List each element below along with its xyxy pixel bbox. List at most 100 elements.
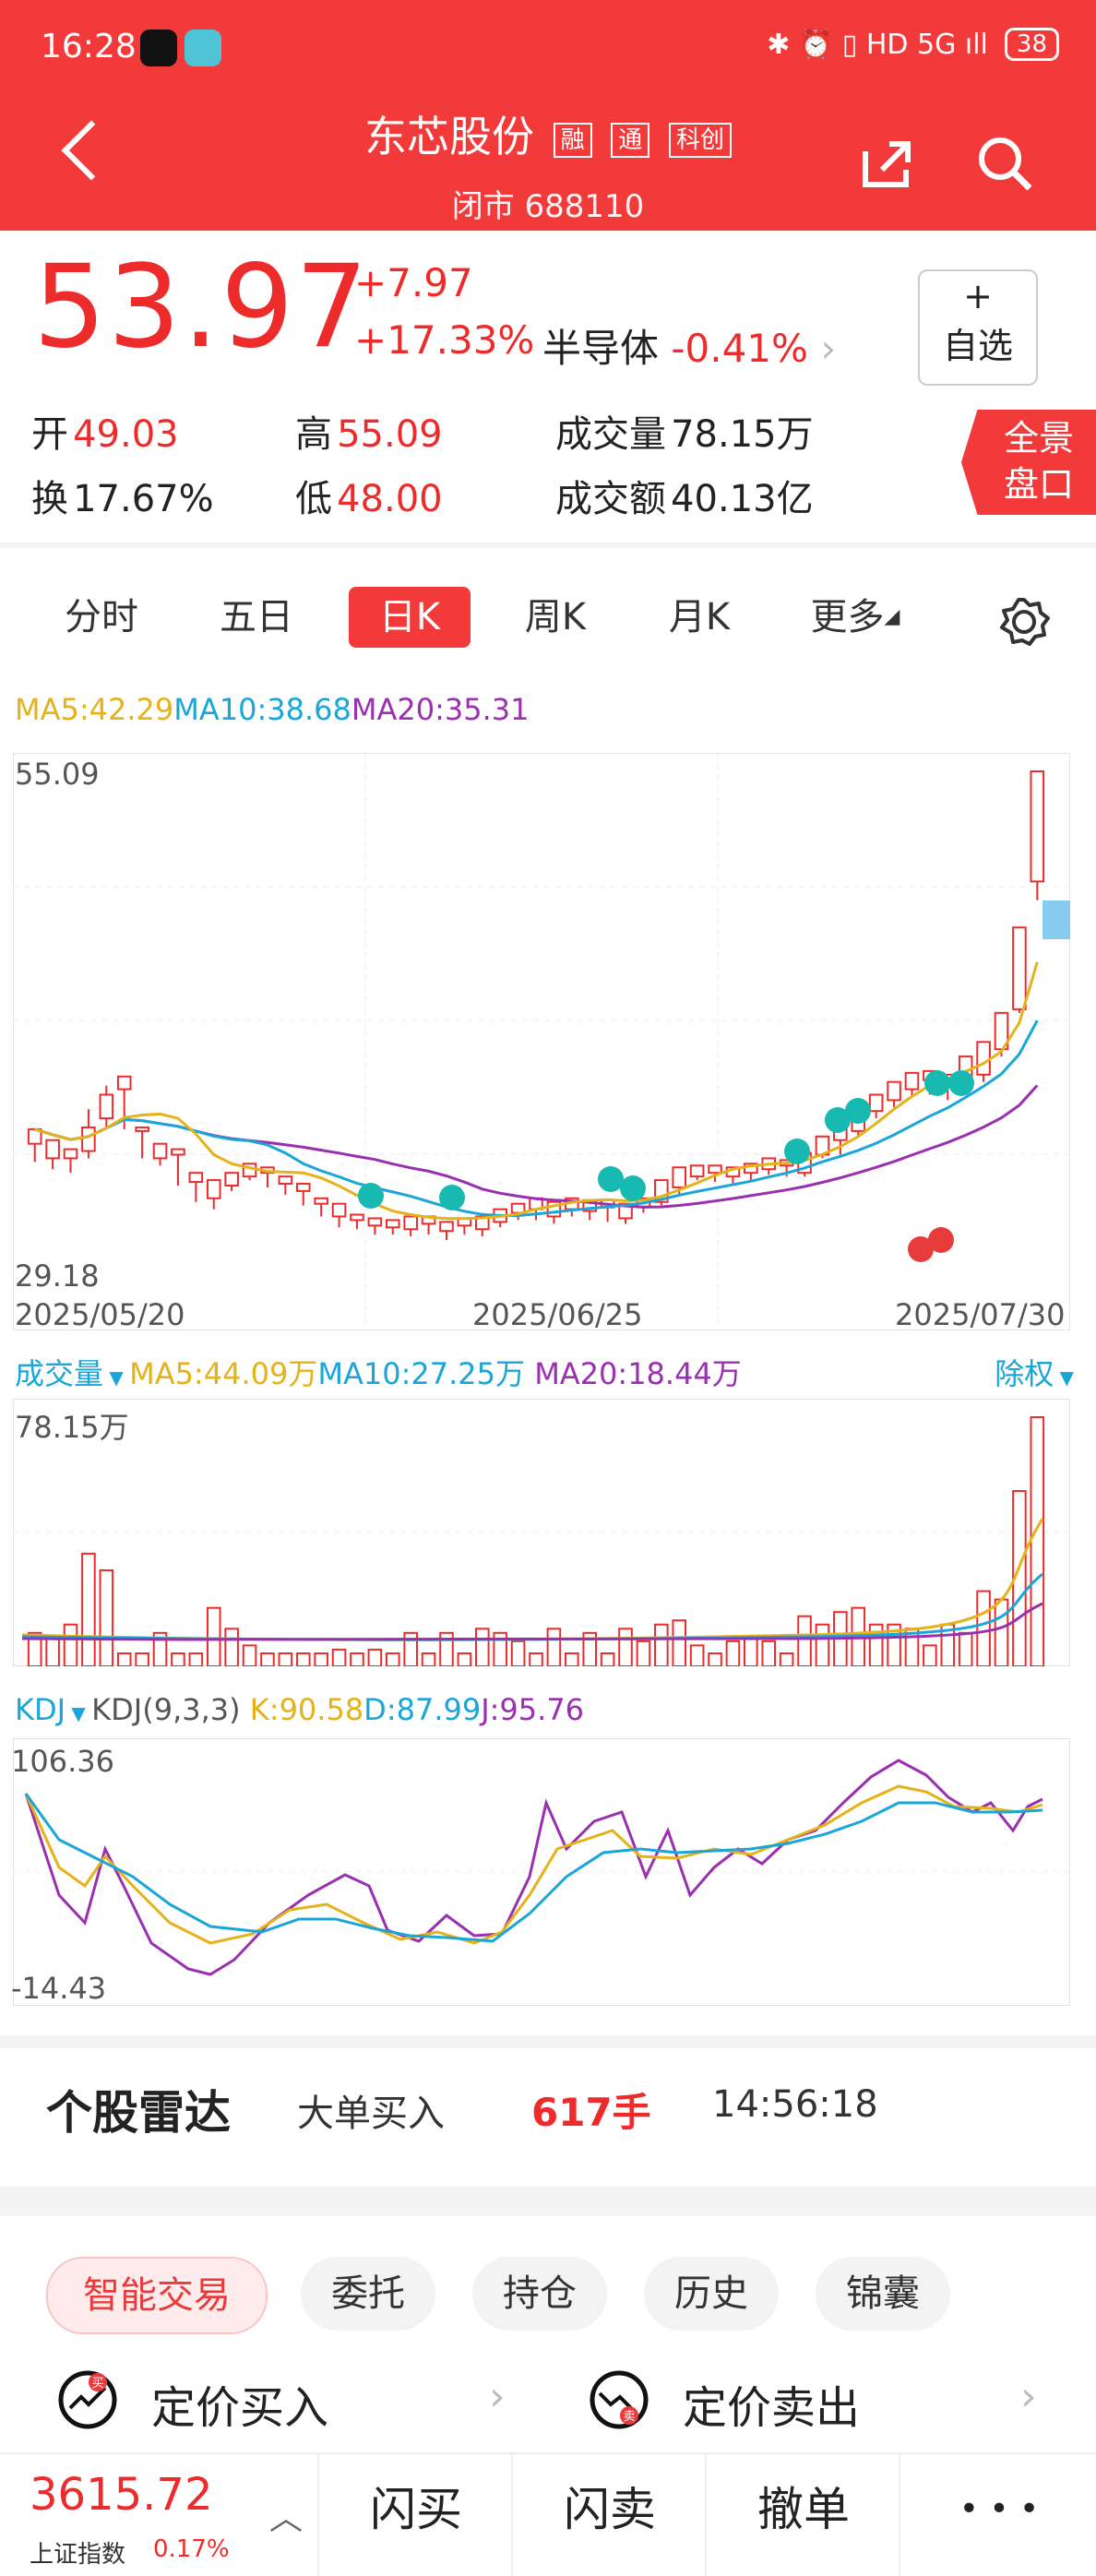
candle-body (689, 1164, 705, 1178)
candle-body (224, 1172, 239, 1187)
current-price: 53.97 (33, 241, 370, 374)
candle-body (99, 1093, 114, 1120)
ma20-line (34, 1084, 1039, 1209)
cancel-order-button[interactable]: 撤单 (705, 2454, 900, 2576)
candle-body (314, 1197, 328, 1205)
candle-body (1030, 770, 1045, 883)
tiktok-icon (140, 30, 177, 66)
volume-bar (474, 1628, 490, 1666)
sell-signal-marker (620, 1175, 646, 1201)
ma5-value: MA5:42.29 (15, 692, 174, 727)
sector-pct: -0.41% (671, 326, 808, 371)
candle-body (116, 1075, 132, 1091)
search-icon[interactable] (976, 135, 1035, 194)
chevron-right-icon: › (820, 326, 837, 371)
candle-body (439, 1221, 454, 1233)
flash-buy-button[interactable]: 闪买 (317, 2454, 513, 2576)
radar-time: 14:56:18 (712, 2083, 878, 2126)
volume-bar (116, 1652, 132, 1666)
sell-signal-marker (825, 1107, 851, 1133)
volume-bar (958, 1631, 973, 1666)
volume-bar (278, 1652, 293, 1666)
tab-five-day[interactable]: 五日 (220, 596, 293, 638)
sell-signal-marker (948, 1070, 974, 1096)
tab-timeshare[interactable]: 分时 (65, 596, 138, 638)
candle-body (188, 1172, 204, 1184)
badge-margin: 融 (553, 122, 592, 158)
high-label: 高 (295, 413, 332, 456)
candle-body (63, 1148, 78, 1160)
limit-sell-action[interactable]: 卖 定价卖出 › (589, 2367, 1050, 2434)
limit-buy-action[interactable]: 买 定价买入 › (57, 2367, 518, 2434)
volume-chart[interactable] (13, 1399, 1070, 1666)
tab-more[interactable]: 更多◢ (810, 596, 900, 638)
sector-link[interactable]: 半导体 -0.41% › (542, 317, 836, 374)
volume-bar (744, 1636, 758, 1666)
kdj-title[interactable]: KDJ (15, 1692, 66, 1727)
turnover-value: 17.67% (73, 478, 214, 520)
candle-body (868, 1093, 884, 1113)
kline-date-start: 2025/05/20 (15, 1297, 185, 1332)
tab-smart-trade[interactable]: 智能交易 (46, 2257, 268, 2334)
candle-body (171, 1148, 185, 1156)
add-favorite-button[interactable]: + 自选 (918, 269, 1038, 386)
volume-bar (171, 1652, 185, 1666)
tab-positions[interactable]: 持仓 (472, 2257, 607, 2331)
kline-chart[interactable] (13, 753, 1070, 1330)
ma-legend: MA5:42.29MA10:38.68MA20:35.31 (15, 692, 529, 727)
volume-title[interactable]: 成交量 (15, 1356, 104, 1391)
trade-signal-markers (358, 1070, 974, 1262)
volume-bar (331, 1648, 347, 1666)
radar-title[interactable]: 个股雷达 (46, 2086, 231, 2140)
tab-history[interactable]: 历史 (644, 2257, 779, 2331)
candle-body (403, 1215, 418, 1231)
volume-bar (689, 1644, 705, 1666)
low-value: 48.00 (337, 478, 443, 520)
more-menu-button[interactable]: • • • (899, 2454, 1096, 2576)
volume-bar (367, 1648, 383, 1666)
kline-y-max: 55.09 (15, 757, 100, 792)
kdj-chart[interactable] (13, 1738, 1070, 2006)
tab-weekly-k[interactable]: 周K (524, 596, 587, 638)
tab-orders[interactable]: 委托 (301, 2257, 435, 2331)
kline-y-min: 29.18 (15, 1258, 100, 1294)
flash-sell-button[interactable]: 闪卖 (511, 2454, 707, 2576)
tab-monthly-k[interactable]: 月K (668, 596, 731, 638)
divider (0, 543, 1096, 548)
kdj-j: J:95.76 (481, 1692, 585, 1727)
low-stat: 低 48.00 (295, 469, 443, 522)
stock-name: 东芯股份 (364, 112, 535, 161)
kline-date-mid: 2025/06/25 (472, 1297, 643, 1332)
volume-bar (565, 1652, 579, 1666)
volume-bar (457, 1652, 472, 1666)
adjust-rights-toggle[interactable]: 除权 ▼ (995, 1356, 1074, 1391)
volume-legend: 成交量 ▼ MA5:44.09万MA10:27.25万 MA20:18.44万 (15, 1356, 742, 1391)
tab-daily-k[interactable]: 日K (349, 587, 471, 648)
panorama-button[interactable]: 全景 盘口 (961, 410, 1096, 515)
volume-bar (779, 1652, 794, 1666)
ma10-line (34, 1020, 1039, 1217)
volume-bar (63, 1623, 78, 1666)
radar-event: 大单买入 (297, 2093, 445, 2135)
index-ticker[interactable]: 3615.72 上证指数 0.17% ︿ (0, 2454, 317, 2576)
add-favorite-label: 自选 (942, 326, 1013, 366)
open-value: 49.03 (73, 413, 179, 456)
volume-bar (385, 1652, 400, 1666)
volume-bar (421, 1652, 436, 1666)
volume-ma5: MA5:44.09万 (129, 1356, 318, 1391)
volume-bar (672, 1619, 687, 1666)
volume-bar (725, 1640, 741, 1666)
radar-amount: 617手 (531, 2090, 651, 2135)
volume-bar (636, 1640, 651, 1666)
tab-tips[interactable]: 锦囊 (816, 2257, 950, 2331)
share-icon[interactable] (858, 137, 913, 192)
candle-body (385, 1219, 400, 1229)
settings-gear-icon[interactable] (996, 594, 1052, 650)
volume-ma20-line (21, 1602, 1043, 1641)
candle-body (904, 1071, 920, 1091)
chevron-up-icon[interactable]: ︿ (269, 2499, 304, 2537)
turnover-stat: 换 17.67% (31, 469, 214, 522)
volume-bar (314, 1652, 328, 1666)
volume-bar (224, 1628, 239, 1666)
volume-y-max: 78.15万 (15, 1410, 129, 1445)
